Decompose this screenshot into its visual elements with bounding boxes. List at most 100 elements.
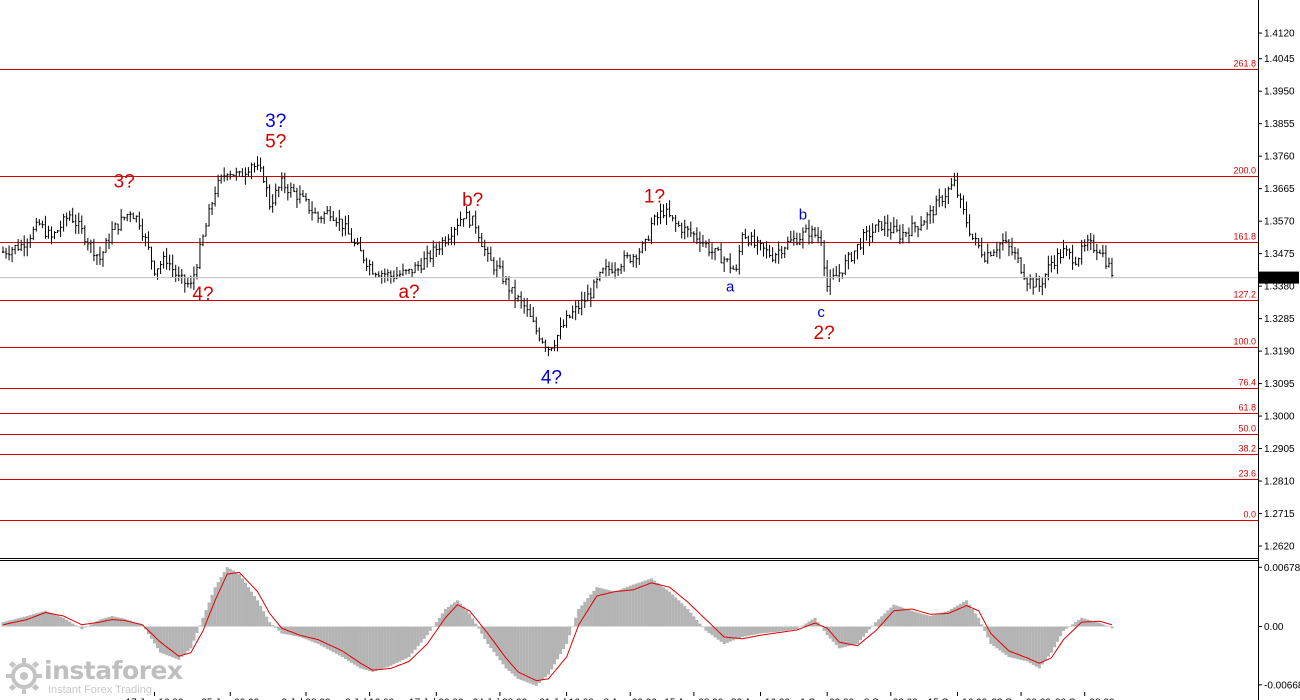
macd-histogram-bar xyxy=(492,626,496,653)
macd-histogram-bar xyxy=(174,626,178,659)
macd-histogram-bar xyxy=(965,600,969,627)
macd-histogram-bar xyxy=(295,626,299,637)
macd-histogram-bar xyxy=(849,626,853,646)
price-y-tick-label: 1.3190 xyxy=(1264,347,1295,358)
macd-histogram-bar xyxy=(531,626,535,685)
macd-histogram-bar xyxy=(319,626,323,646)
macd-histogram-bar xyxy=(486,626,490,644)
macd-histogram-bar xyxy=(813,617,817,627)
macd-histogram-bar xyxy=(13,619,17,627)
macd-histogram-bar xyxy=(440,613,444,627)
macd-histogram-bar xyxy=(462,606,466,627)
macd-histogram-bar xyxy=(246,587,251,627)
macd-histogram-bar xyxy=(683,606,687,627)
macd-histogram-bar xyxy=(643,580,647,627)
macd-histogram-bar xyxy=(707,626,711,634)
macd-histogram-bar xyxy=(989,626,993,644)
macd-histogram-bar xyxy=(1086,619,1090,627)
macd-histogram-bar xyxy=(428,626,432,631)
macd-histogram-bar xyxy=(931,615,935,627)
wave-label: a xyxy=(726,278,735,295)
price-y-tick-label: 1.3000 xyxy=(1264,412,1295,423)
macd-histogram-bar xyxy=(704,626,708,631)
price-y-tick-label: 1.3950 xyxy=(1264,87,1295,98)
macd-histogram-bar xyxy=(183,626,187,655)
macd-histogram-bar xyxy=(837,626,841,649)
macd-histogram-bar xyxy=(583,601,587,627)
macd-histogram-bar xyxy=(89,624,93,627)
macd-histogram-bar xyxy=(1031,626,1035,665)
macd-histogram-bar xyxy=(322,626,326,648)
macd-histogram-bar xyxy=(1077,619,1081,627)
macd-histogram-bar xyxy=(937,613,941,627)
macd-histogram-bar xyxy=(589,594,593,627)
macd-histogram-bar xyxy=(456,600,460,627)
macd-histogram-bar xyxy=(301,626,305,639)
macd-histogram-bar xyxy=(289,626,293,636)
macd-histogram-bar xyxy=(259,605,263,627)
macd-histogram-bar xyxy=(1034,626,1038,667)
macd-histogram-bar xyxy=(580,605,584,627)
macd-histogram-bar xyxy=(134,622,138,627)
macd-histogram-bar xyxy=(31,614,35,627)
macd-histogram-bar xyxy=(801,625,805,627)
macd-histogram-bar xyxy=(940,612,944,627)
macd-histogram-bar xyxy=(477,626,481,629)
macd-histogram-bar xyxy=(274,626,278,628)
macd-histogram-bar xyxy=(1052,626,1057,648)
wave-label: 1? xyxy=(644,186,665,207)
macd-histogram-bar xyxy=(1068,626,1072,627)
macd-histogram-bar xyxy=(895,605,899,627)
macd-histogram-bar xyxy=(592,590,596,627)
macd-histogram-bar xyxy=(540,626,544,681)
macd-histogram-bar xyxy=(1049,626,1053,653)
macd-histogram-bar xyxy=(180,626,184,657)
macd-histogram-bar xyxy=(446,606,451,627)
macd-histogram-bar xyxy=(855,626,860,644)
macd-histogram-bar xyxy=(783,626,787,631)
macd-histogram-bar xyxy=(1101,624,1105,627)
macd-histogram-bar xyxy=(243,582,247,627)
macd-histogram-bar xyxy=(774,626,778,633)
macd-histogram-bar xyxy=(1055,626,1060,642)
macd-histogram-bar xyxy=(737,626,741,639)
macd-histogram-bar xyxy=(198,625,202,627)
macd-histogram-bar xyxy=(552,626,557,665)
macd-histogram-bar xyxy=(219,577,223,627)
macd-histogram-bar xyxy=(380,626,384,669)
price-y-tick-label: 1.3665 xyxy=(1264,184,1295,195)
macd-histogram-bar xyxy=(798,626,802,628)
macd-histogram-bar xyxy=(392,626,396,665)
macd-histogram-bar xyxy=(780,626,784,632)
macd-histogram-bar xyxy=(971,609,975,627)
macd-histogram-bar xyxy=(786,626,790,631)
macd-histogram-bar xyxy=(383,626,387,668)
macd-histogram-bar xyxy=(516,626,520,679)
macd-histogram-bar xyxy=(59,616,63,627)
macd-histogram-bar xyxy=(692,616,696,627)
macd-histogram-bar xyxy=(228,568,232,627)
macd-histogram-bar xyxy=(19,617,23,627)
fib-level-label: 161.8 xyxy=(1233,232,1256,242)
macd-histogram-bar xyxy=(804,623,808,627)
macd-histogram-bar xyxy=(634,583,638,627)
price-y-tick-label: 1.3095 xyxy=(1264,379,1295,390)
macd-histogram-bar xyxy=(807,621,811,627)
macd-histogram-bar xyxy=(846,626,850,647)
macd-histogram-bar xyxy=(352,626,357,665)
price-y-tick-label: 1.4045 xyxy=(1264,54,1295,65)
macd-histogram-bar xyxy=(316,626,320,644)
fib-level-label: 127.2 xyxy=(1233,290,1256,300)
macd-histogram-bar xyxy=(925,615,929,627)
macd-histogram-bar xyxy=(595,587,599,627)
macd-histogram-bar xyxy=(501,626,505,665)
osc-y-tick-label: -0.00668 xyxy=(1264,680,1300,691)
macd-histogram-bar xyxy=(740,626,744,637)
price-y-tick-label: 1.3285 xyxy=(1264,314,1295,325)
macd-histogram-bar xyxy=(913,611,917,627)
macd-histogram-bar xyxy=(507,626,511,672)
macd-histogram-bar xyxy=(449,604,454,627)
macd-histogram-bar xyxy=(107,616,111,627)
macd-histogram-bar xyxy=(1104,625,1108,627)
macd-histogram-bar xyxy=(743,626,747,637)
